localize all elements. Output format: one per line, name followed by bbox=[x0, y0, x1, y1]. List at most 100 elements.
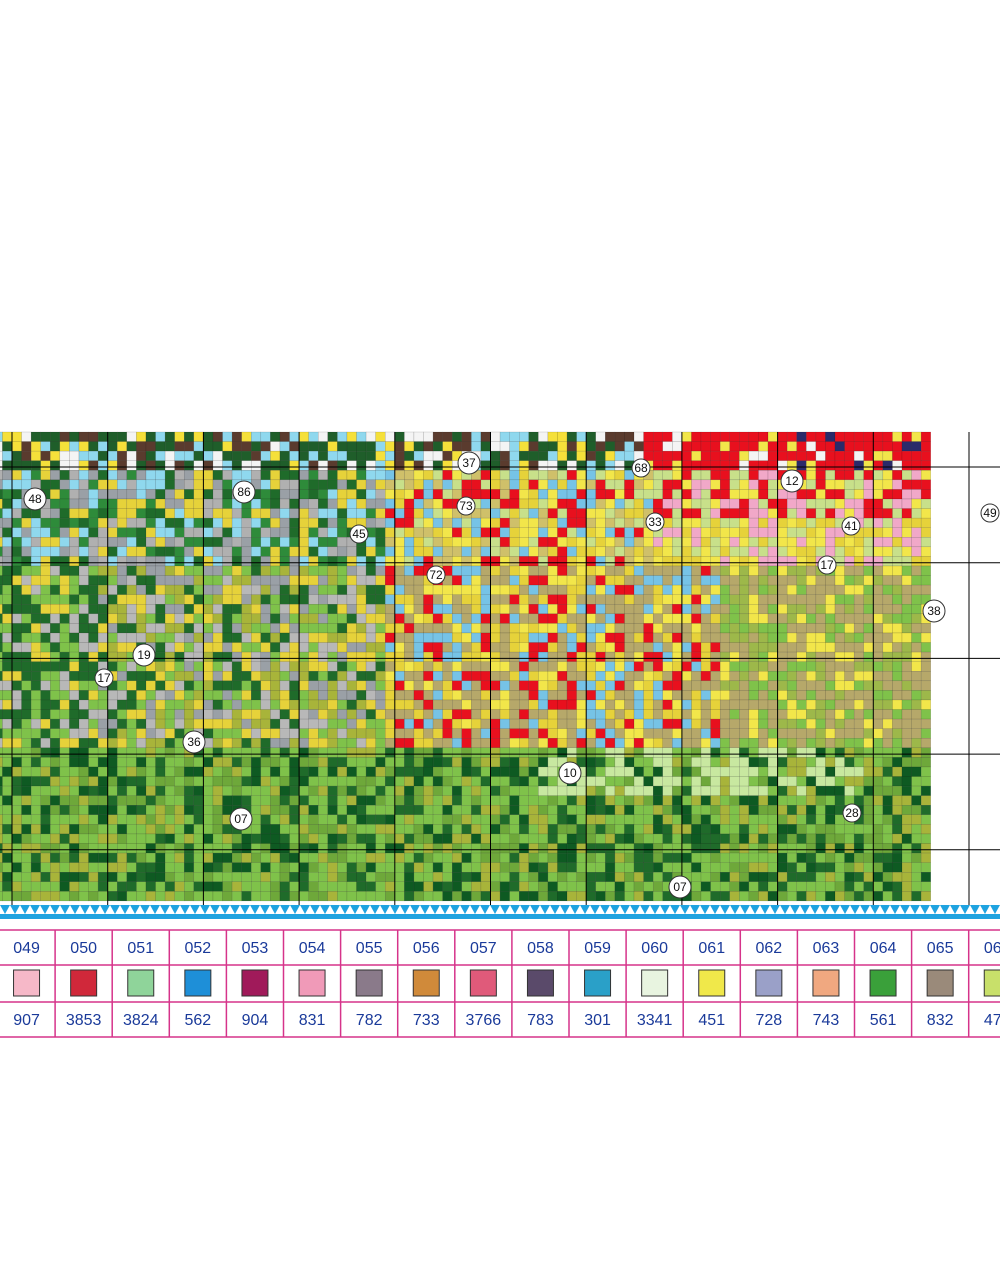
stitch bbox=[796, 766, 807, 777]
stitch bbox=[308, 757, 319, 768]
stitch bbox=[767, 690, 778, 701]
stitch bbox=[97, 709, 108, 720]
stitch bbox=[509, 651, 520, 662]
stitch bbox=[882, 431, 893, 442]
stitch bbox=[566, 728, 577, 739]
stitch bbox=[394, 479, 405, 490]
stitch bbox=[126, 766, 137, 777]
stitch bbox=[882, 852, 893, 863]
stitch bbox=[767, 594, 778, 605]
stitch bbox=[538, 527, 549, 538]
stitch bbox=[0, 642, 3, 653]
stitch bbox=[643, 872, 654, 882]
stitch bbox=[97, 623, 108, 634]
stitch bbox=[327, 852, 338, 863]
stitch bbox=[911, 498, 922, 509]
stitch bbox=[203, 852, 214, 863]
stitch bbox=[260, 795, 271, 806]
stitch bbox=[710, 661, 721, 672]
stitch bbox=[652, 824, 663, 835]
stitch bbox=[586, 661, 596, 672]
stitch bbox=[796, 747, 807, 758]
stitch bbox=[853, 479, 864, 490]
stitch bbox=[777, 575, 788, 586]
stitch bbox=[691, 709, 702, 720]
stitch bbox=[471, 671, 482, 682]
stitch bbox=[825, 690, 836, 701]
stitch bbox=[442, 556, 453, 567]
stitch bbox=[652, 805, 663, 815]
stitch bbox=[920, 776, 931, 787]
stitch bbox=[442, 785, 453, 796]
stitch bbox=[815, 776, 826, 787]
stitch bbox=[126, 795, 137, 806]
stitch bbox=[0, 881, 3, 892]
stitch bbox=[356, 584, 367, 595]
stitch bbox=[920, 862, 931, 873]
stitch bbox=[107, 508, 118, 519]
stitch bbox=[11, 527, 22, 538]
stitch bbox=[356, 556, 367, 567]
stitch bbox=[327, 527, 338, 538]
stitch bbox=[882, 680, 893, 691]
stitch bbox=[78, 757, 89, 768]
stitch bbox=[97, 537, 108, 548]
stitch bbox=[624, 613, 635, 624]
stitch bbox=[844, 843, 855, 854]
stitch bbox=[222, 584, 233, 595]
stitch bbox=[21, 747, 32, 758]
stitch bbox=[69, 450, 80, 461]
stitch bbox=[21, 517, 32, 528]
stitch bbox=[595, 450, 606, 461]
stitch bbox=[873, 575, 884, 586]
stitch bbox=[796, 728, 807, 739]
stitch bbox=[853, 718, 864, 729]
stitch bbox=[499, 709, 510, 720]
stitch bbox=[11, 594, 22, 605]
stitch bbox=[279, 814, 290, 825]
stitch bbox=[413, 584, 424, 595]
stitch bbox=[0, 623, 3, 634]
stitch bbox=[882, 498, 893, 509]
stitch bbox=[174, 431, 185, 442]
stitch bbox=[452, 843, 462, 854]
stitch bbox=[796, 604, 807, 615]
stitch bbox=[739, 843, 750, 854]
stitch bbox=[184, 852, 195, 863]
stitch bbox=[260, 852, 271, 863]
stitch bbox=[97, 776, 108, 787]
stitch bbox=[901, 824, 912, 835]
stitch bbox=[509, 604, 520, 615]
stitch bbox=[758, 671, 769, 682]
stitch bbox=[748, 441, 759, 452]
stitch bbox=[576, 718, 587, 729]
stitch bbox=[873, 776, 884, 787]
stitch bbox=[681, 642, 692, 653]
stitch bbox=[719, 795, 730, 806]
stitch bbox=[413, 690, 424, 701]
stitch bbox=[404, 661, 415, 672]
stitch bbox=[786, 690, 797, 701]
stitch bbox=[595, 632, 606, 643]
stitch bbox=[88, 546, 99, 557]
stitch bbox=[643, 450, 654, 461]
stitch bbox=[786, 766, 797, 777]
stitch bbox=[911, 546, 922, 557]
stitch bbox=[394, 862, 405, 873]
stitch bbox=[566, 441, 577, 452]
stitch bbox=[452, 604, 462, 615]
stitch bbox=[394, 690, 405, 701]
stitch bbox=[911, 479, 922, 490]
stitch bbox=[490, 805, 501, 815]
stitch bbox=[710, 651, 721, 662]
stitch bbox=[174, 584, 185, 595]
stitch bbox=[586, 546, 596, 557]
stitch bbox=[365, 489, 376, 500]
stitch bbox=[78, 661, 89, 672]
stitch bbox=[222, 632, 233, 643]
stitch bbox=[815, 489, 826, 500]
stitch bbox=[289, 450, 300, 461]
stitch bbox=[624, 795, 635, 806]
stitch bbox=[452, 814, 462, 825]
stitch bbox=[2, 824, 13, 835]
